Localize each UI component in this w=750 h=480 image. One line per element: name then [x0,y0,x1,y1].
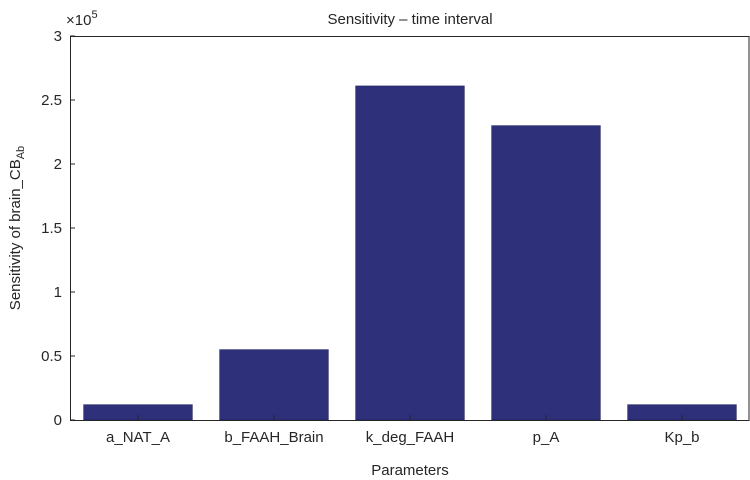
y-tick-label: 1 [54,284,62,301]
x-tick-label: Kp_b [664,429,699,446]
x-tick-label: p_A [533,429,560,446]
y-exponent-base: ×10 [66,12,91,29]
x-ticks-group: a_NAT_A b_FAAH_Brain k_deg_FAAH p_A Kp_b [106,415,700,446]
bar-b-faah-brain [219,349,329,421]
y-tick-label: 2.5 [41,92,62,109]
y-tick-label: 3 [54,28,62,45]
y-axis-label-main: Sensitivity of brain_CB [7,159,24,310]
y-exponent: ×105 [66,9,98,29]
plot-frame [70,36,750,421]
y-axis-label-sub: Ab [15,146,27,159]
chart-title: Sensitivity – time interval [327,11,492,28]
x-tick-label: b_FAAH_Brain [224,429,323,446]
y-tick-label: 0.5 [41,348,62,365]
y-axis-label: Sensitivity of brain_CBAb [7,146,27,310]
bar-k-deg-faah [355,85,465,421]
x-tick-label: k_deg_FAAH [366,429,454,446]
x-axis-label: Parameters [371,462,449,479]
y-tick-label: 2 [54,156,62,173]
bars-group [83,85,737,421]
y-tick-label: 1.5 [41,220,62,237]
x-tick-label: a_NAT_A [106,429,170,446]
y-ticks-group: 0 0.5 1 1.5 2 2.5 3 [41,28,75,429]
bar-p-a [491,125,601,421]
y-exponent-power: 5 [91,9,97,21]
y-tick-label: 0 [54,412,62,429]
